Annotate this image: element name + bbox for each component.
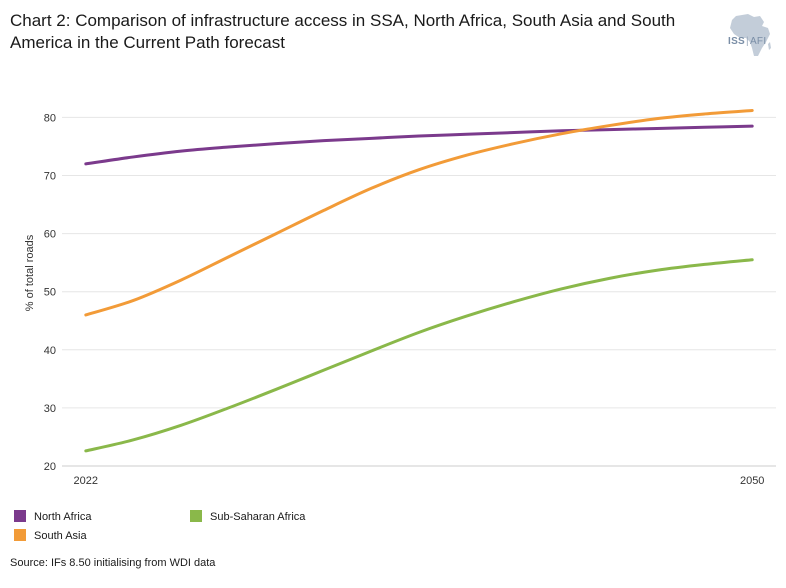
series-line-sub-saharan-africa (84, 258, 754, 453)
y-tick-label-40: 40 (44, 345, 56, 357)
y-tick-label-60: 60 (44, 229, 56, 241)
y-tick-label-20: 20 (44, 461, 56, 473)
legend-swatch-south-asia (14, 529, 26, 541)
iss-afi-logo (722, 12, 778, 58)
chart-title: Chart 2: Comparison of infrastructure ac… (10, 11, 676, 52)
series-lines (84, 108, 754, 453)
y-tick-label-80: 80 (44, 112, 56, 124)
logo-suffix: AFI (749, 36, 767, 47)
gridlines (62, 116, 776, 409)
legend-item-north-africa: North Africa (14, 510, 91, 523)
legend-label-north-africa: North Africa (34, 511, 92, 523)
legend-label-south-asia: South Asia (34, 530, 87, 542)
logo-brand: ISS (728, 36, 746, 47)
legend-item-south-asia: South Asia (14, 529, 87, 542)
y-tick-label-50: 50 (44, 287, 56, 299)
y-tick-label-70: 70 (44, 171, 56, 183)
y-axis-label: % of total roads (24, 234, 36, 311)
x-axis-ticks: 2022 2050 (74, 475, 765, 487)
series-line-north-africa (84, 124, 754, 166)
logo-text: ISS|AFI (728, 36, 766, 47)
legend-item-sub-saharan-africa: Sub-Saharan Africa (190, 510, 305, 523)
y-tick-label-30: 30 (44, 403, 56, 415)
logo-divider: | (746, 36, 749, 47)
x-tick-label-2022: 2022 (74, 475, 98, 487)
legend-label-sub-saharan-africa: Sub-Saharan Africa (210, 511, 306, 523)
series-line-south-asia (84, 108, 754, 317)
legend-swatch-sub-saharan-africa (190, 510, 202, 522)
africa-map-icon (730, 14, 771, 56)
y-axis-ticks: 20 30 40 50 60 70 80 (44, 112, 56, 473)
x-tick-label-2050: 2050 (740, 475, 764, 487)
legend-swatch-north-africa (14, 510, 26, 522)
source-note: Source: IFs 8.50 initialising from WDI d… (10, 557, 216, 569)
